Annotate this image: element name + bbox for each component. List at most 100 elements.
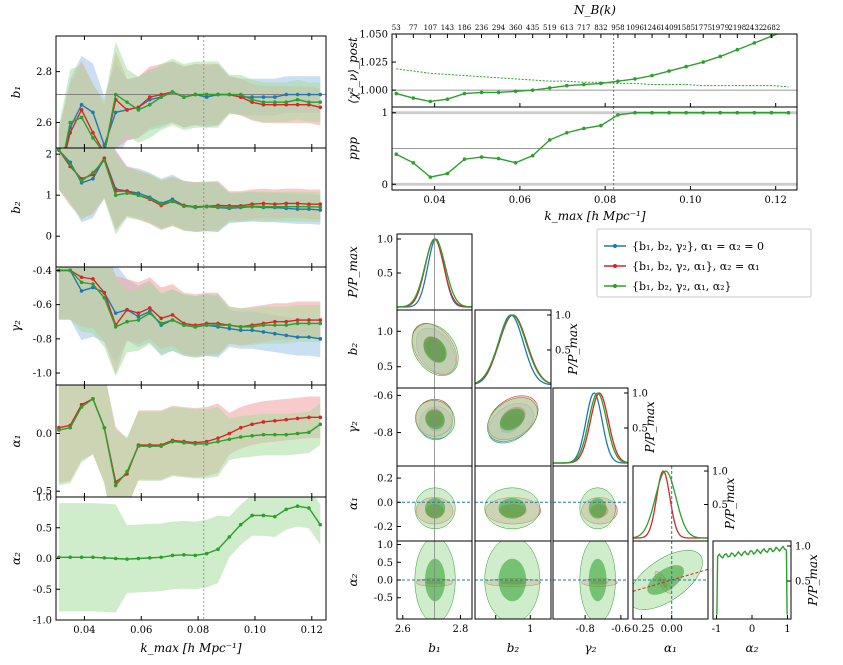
point-green <box>513 89 518 94</box>
x-tick-label: 0.00 <box>661 624 683 635</box>
point-green <box>295 431 300 436</box>
point-green <box>113 193 118 197</box>
point-red <box>170 313 175 317</box>
y-tick-label: 1.0 <box>377 327 393 338</box>
y-tick-label: -0.4 <box>33 266 52 277</box>
x-tick-label: -0.8 <box>575 624 594 635</box>
marginal-green <box>475 314 551 385</box>
point-green <box>113 556 118 561</box>
point-green <box>182 440 186 445</box>
corner-cell-2-1 <box>474 387 552 467</box>
point-green <box>136 108 141 112</box>
point-red <box>238 425 243 430</box>
plot-area <box>475 487 551 530</box>
x-tick-label: 1 <box>527 624 533 635</box>
plot-area <box>57 148 323 267</box>
point-green <box>136 556 141 561</box>
point-green <box>147 556 152 560</box>
y-tick-label: 1.0 <box>377 540 393 551</box>
point-green <box>159 321 163 326</box>
y-tick-label: 0 <box>382 180 388 191</box>
point-red <box>79 275 84 280</box>
top-tick-label: 519 <box>543 24 556 32</box>
legend-marker-blue <box>613 244 617 248</box>
point-green <box>261 323 266 327</box>
contour-1sigma-green <box>424 558 446 602</box>
point-red <box>273 102 277 107</box>
point-green <box>261 513 266 518</box>
point-green <box>599 81 603 86</box>
point-green <box>193 92 198 97</box>
top-tick-label: 717 <box>577 24 590 32</box>
point-green <box>216 92 220 97</box>
point-green <box>307 204 311 209</box>
point-red <box>318 318 323 322</box>
top-tick-label: 1775 <box>694 24 712 32</box>
band-green <box>58 267 321 377</box>
point-blue <box>227 326 232 331</box>
y-axis-label: γ₂ <box>9 320 23 332</box>
plot-area <box>57 267 323 385</box>
x-axis-label: k_max [h Mpc⁻¹] <box>544 209 645 223</box>
point-green <box>238 325 243 329</box>
point-green <box>227 437 232 442</box>
legend-marker-red <box>613 264 617 268</box>
point-blue <box>113 110 118 115</box>
point-red <box>295 318 300 322</box>
pmax-tick-label: 1.0 <box>632 389 648 400</box>
point-red <box>91 277 95 281</box>
point-blue <box>250 95 254 99</box>
point-green <box>718 110 723 115</box>
point-green <box>411 161 416 165</box>
point-green <box>147 102 152 107</box>
point-blue <box>284 92 289 97</box>
point-green <box>125 319 129 324</box>
point-green <box>479 90 484 95</box>
point-green <box>170 90 175 94</box>
y-tick-label: -1.0 <box>33 369 52 380</box>
point-green <box>182 95 186 99</box>
x-tick-label: 0.04 <box>73 625 95 636</box>
y-tick-label: 1.025 <box>359 58 388 69</box>
point-red <box>250 100 254 104</box>
y-axis-label: ⟨χ²_ν⟩_post <box>346 37 360 104</box>
point-green <box>204 551 209 556</box>
point-red <box>295 201 300 206</box>
point-green <box>68 120 73 125</box>
point-red <box>261 420 266 424</box>
y-tick-label: 2.8 <box>36 67 52 78</box>
point-blue <box>238 328 243 333</box>
point-green <box>193 325 198 329</box>
corner-cell-2-0: -0.8 -0.6 γ₂ <box>346 387 473 467</box>
point-red <box>284 201 289 206</box>
x-tick-label: 1 <box>784 624 790 635</box>
top-axis-label: N_B(k) <box>573 3 616 17</box>
legend: {b₁, b₂, γ₂}, α₁ = α₂ = 0 {b₁, b₂, γ₂, α₁… <box>596 228 812 298</box>
point-green <box>68 555 73 560</box>
top-tick-label: 77 <box>409 24 418 32</box>
plot-area <box>56 36 326 148</box>
point-green <box>250 97 254 102</box>
pmax-tick-label: 0.5 <box>795 577 811 588</box>
y-tick-label: -1.0 <box>33 616 52 627</box>
point-blue <box>136 314 141 319</box>
band-green <box>58 497 321 613</box>
line-green <box>64 91 321 148</box>
point-red <box>227 431 232 436</box>
marginal-red <box>633 470 708 539</box>
point-green <box>701 110 706 115</box>
y-tick-label: 0.0 <box>377 576 393 587</box>
plot-area <box>633 541 708 619</box>
point-red <box>79 108 84 112</box>
point-green <box>227 535 232 539</box>
pmax-label: P/P_max <box>346 246 360 299</box>
point-green <box>752 41 757 45</box>
point-green <box>216 205 220 209</box>
point-green <box>250 325 254 329</box>
point-red <box>284 417 289 422</box>
band-green <box>58 385 321 497</box>
